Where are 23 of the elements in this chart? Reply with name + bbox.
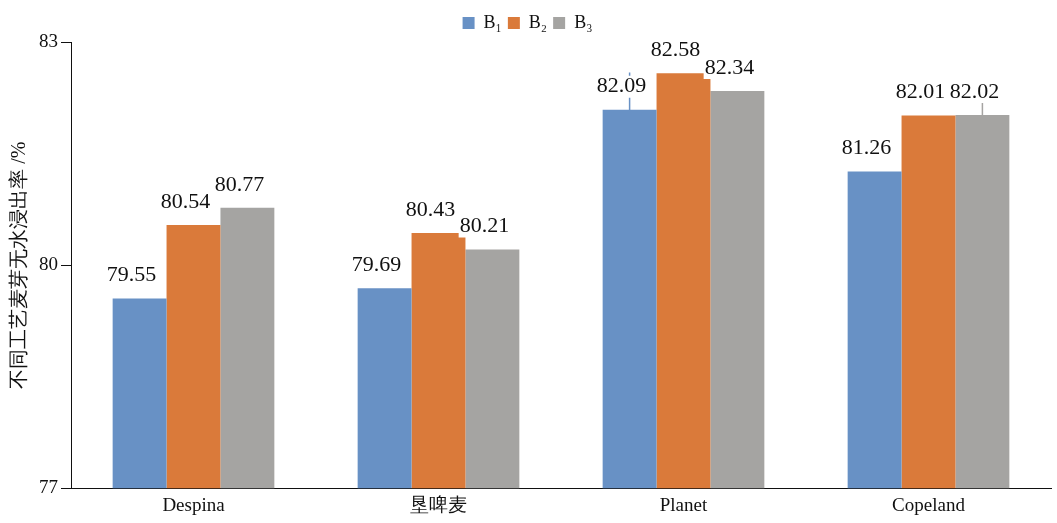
data-label: 82.02	[949, 77, 1000, 103]
data-label: 80.43	[405, 195, 456, 221]
x-tick-label: 垦啤麦	[410, 493, 467, 515]
data-label: 82.09	[596, 72, 647, 98]
legend-label: B₁	[483, 11, 502, 32]
data-label: 80.21	[459, 212, 510, 238]
y-tick-label: 77	[39, 476, 58, 498]
legend-label: B₂	[528, 11, 548, 32]
x-tick-label: Planet	[659, 493, 708, 515]
y-tick-label: 80	[39, 253, 58, 275]
data-label: 82.01	[895, 78, 946, 104]
y-tick-label: 83	[39, 29, 58, 51]
legend-label: B₃	[574, 11, 593, 32]
data-label: 79.55	[106, 261, 157, 287]
data-label: 82.58	[650, 36, 701, 62]
data-label: 80.54	[160, 187, 211, 213]
data-label: 80.77	[214, 170, 265, 196]
x-tick-label: Copeland	[892, 493, 966, 515]
y-axis-title: 不同工艺麦芽无水浸出率 /%	[7, 141, 30, 389]
data-label: 79.69	[351, 250, 402, 276]
data-label: 82.34	[704, 53, 755, 79]
x-tick-label: Despina	[162, 493, 226, 515]
data-label: 81.26	[841, 134, 892, 160]
